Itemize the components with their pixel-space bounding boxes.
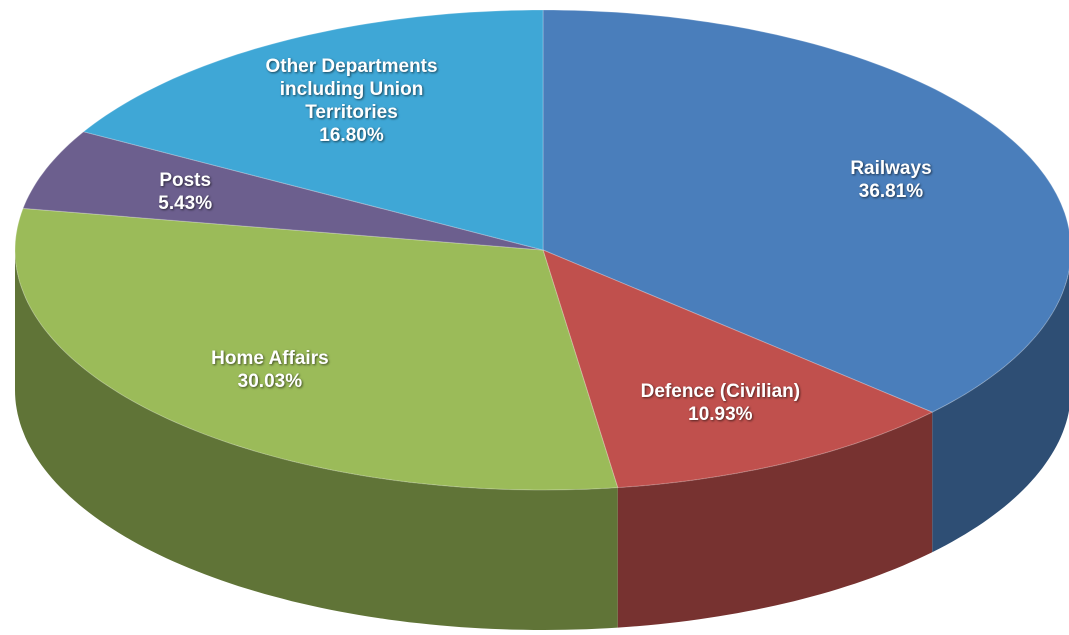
- slice: [542, 9, 1069, 413]
- data-label: Defence (Civilian) 10.93%: [600, 380, 840, 426]
- slice: [14, 207, 619, 491]
- data-label: Other Departments including Union Territ…: [232, 55, 472, 147]
- slice-side: [932, 270, 1069, 553]
- value-label: 10.93%: [688, 403, 753, 425]
- data-label: Railways 36.81%: [771, 157, 1011, 203]
- slice: [542, 249, 934, 489]
- category-label: Railways: [850, 158, 932, 180]
- data-label: Home Affairs 30.03%: [150, 347, 390, 393]
- slice-side: [15, 250, 618, 630]
- value-label: 36.81%: [858, 181, 924, 203]
- category-label: Posts: [159, 169, 212, 191]
- slice: [82, 9, 544, 251]
- data-label: Posts 5.43%: [65, 169, 305, 215]
- category-label: Other Departments including Union Territ…: [265, 55, 438, 123]
- slice: [22, 131, 544, 251]
- value-label: 16.80%: [319, 124, 384, 146]
- value-label: 5.43%: [158, 192, 213, 214]
- category-label: Defence (Civilian): [640, 380, 801, 402]
- category-label: Home Affairs: [211, 348, 329, 370]
- value-label: 30.03%: [237, 371, 303, 393]
- slice-side: [617, 412, 933, 628]
